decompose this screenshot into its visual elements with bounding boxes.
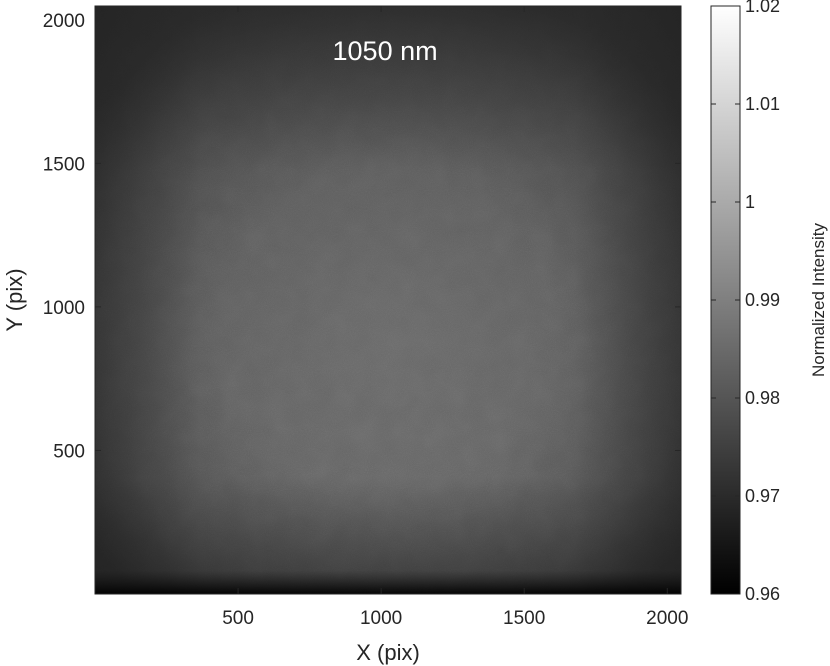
y-tick-label: 1500 [43,154,85,175]
colorbar-tick-label: 1 [745,192,755,212]
x-tick-label: 1500 [503,608,545,629]
wavelength-annotation: 1050 nm [333,36,438,66]
plot-frame [94,5,682,595]
colorbar-tick-label: 0.99 [745,290,780,310]
colorbar-tick-label: 0.97 [745,486,780,506]
bottom-vignette [95,6,681,594]
colorbar-tick-label: 0.96 [745,584,780,604]
x-tick-label: 2000 [646,608,688,629]
y-axis-label: Y (pix) [2,268,27,331]
intensity-image [95,6,681,594]
y-tick-label: 1000 [43,298,85,319]
colorbar-tick-label: 0.98 [745,388,780,408]
colorbar-tick-label: 1.02 [745,0,780,16]
colorbar-tick-label: 1.01 [745,94,780,114]
y-tick-label: 500 [53,441,85,462]
colorbar-label: Normalized Intensity [809,223,828,378]
colorbar-axis: 0.96 0.97 0.98 0.99 1 1.01 1.02 [711,0,780,604]
x-tick-label: 1000 [360,608,402,629]
x-tick-label: 500 [222,608,254,629]
x-axis-label: X (pix) [356,640,420,665]
x-axis: 500 1000 1500 2000 [222,6,688,629]
y-axis: 500 1000 1500 2000 [43,11,681,462]
y-tick-label: 2000 [43,11,85,32]
